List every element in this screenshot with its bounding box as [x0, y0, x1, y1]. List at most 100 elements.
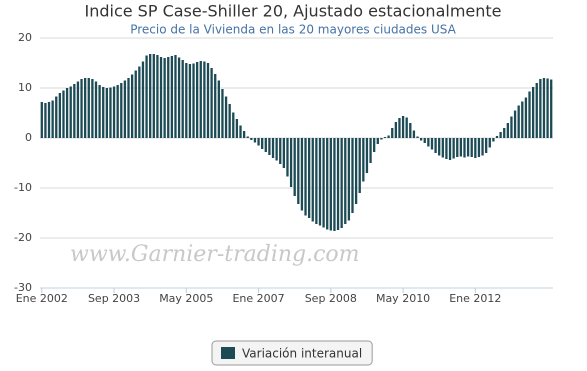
bar: [221, 89, 224, 138]
bar: [159, 57, 163, 138]
bar: [217, 80, 220, 138]
bar: [102, 87, 105, 138]
bar: [105, 88, 108, 138]
bar: [120, 83, 123, 138]
bar: [506, 123, 509, 138]
chart-subtitle: Precio de la Vivienda en las 20 mayores …: [130, 23, 456, 37]
bar: [452, 138, 455, 159]
x-tick-label: Ene 2007: [232, 292, 284, 305]
bar: [69, 86, 72, 138]
bar: [246, 136, 249, 138]
bar: [351, 138, 354, 213]
bar: [192, 63, 195, 138]
y-tick-label: -20: [14, 231, 32, 244]
bar: [423, 138, 426, 143]
bar: [499, 132, 502, 138]
bar: [419, 138, 423, 141]
bar: [109, 87, 112, 138]
bar: [127, 78, 130, 138]
bar: [116, 85, 119, 138]
bar: [257, 138, 260, 146]
watermark: www.Garnier-trading.com: [70, 242, 360, 267]
bar: [62, 90, 65, 138]
y-tick-label: 20: [18, 31, 32, 44]
bar: [535, 83, 538, 138]
bar: [304, 138, 307, 216]
bar: [391, 128, 394, 138]
bar: [456, 138, 459, 157]
bar: [275, 138, 278, 161]
y-tick-label: 0: [25, 131, 32, 144]
bar: [354, 138, 358, 204]
bar: [152, 54, 155, 138]
bar: [170, 56, 174, 138]
chart-title: Indice SP Case-Shiller 20, Ajustado esta…: [84, 2, 501, 21]
bar: [398, 118, 401, 138]
bar: [513, 110, 517, 138]
bar: [430, 138, 434, 150]
bar: [145, 55, 148, 138]
y-tick-label: -30: [14, 281, 32, 294]
bar: [394, 122, 398, 138]
bar: [358, 138, 361, 193]
bar: [210, 68, 213, 138]
bar: [141, 61, 145, 138]
bar: [268, 138, 271, 155]
bar: [44, 103, 47, 138]
bar: [214, 74, 217, 138]
bar: [477, 138, 481, 157]
bar: [297, 138, 300, 204]
bar: [517, 105, 520, 138]
bar: [373, 138, 376, 152]
bar: [401, 116, 405, 138]
bar: [87, 78, 90, 138]
bar: [84, 78, 87, 138]
bar: [524, 97, 528, 138]
bar: [188, 64, 192, 138]
bar: [445, 138, 448, 159]
bar: [149, 54, 152, 138]
bar: [531, 87, 535, 138]
bar: [318, 138, 322, 226]
bar: [387, 135, 390, 138]
legend-label: Variación interanual: [242, 347, 362, 361]
x-tick-label: May 2010: [376, 292, 430, 305]
bar: [409, 123, 412, 138]
legend: Variación interanual: [211, 340, 373, 366]
bar: [333, 138, 336, 231]
bar: [195, 62, 199, 138]
bar: [123, 80, 127, 138]
bar: [65, 88, 69, 138]
bar: [336, 138, 340, 230]
bar: [112, 86, 116, 138]
bar: [438, 138, 441, 156]
bar: [326, 138, 329, 230]
bar: [181, 60, 184, 138]
x-tick-label: Ene 2012: [449, 292, 501, 305]
bar: [232, 112, 235, 138]
x-tick-label: Ene 2002: [16, 292, 68, 305]
bar: [73, 84, 76, 138]
bar: [185, 63, 188, 138]
bar: [495, 136, 499, 138]
bar: [264, 138, 267, 152]
x-tick-label: Sep 2003: [88, 292, 140, 305]
bar: [315, 138, 318, 224]
bar: [58, 93, 62, 138]
bar: [134, 70, 137, 138]
bar: [311, 138, 314, 222]
bar: [206, 63, 210, 138]
bar: [528, 91, 531, 138]
bar: [539, 79, 542, 138]
bar: [250, 138, 253, 140]
bar: [542, 78, 546, 138]
bar: [235, 119, 239, 138]
bar: [307, 138, 311, 218]
bar: [167, 57, 170, 138]
bar: [503, 128, 506, 138]
bar: [383, 137, 387, 138]
bar: [405, 117, 408, 138]
bar: [203, 61, 206, 138]
bar: [362, 138, 365, 182]
